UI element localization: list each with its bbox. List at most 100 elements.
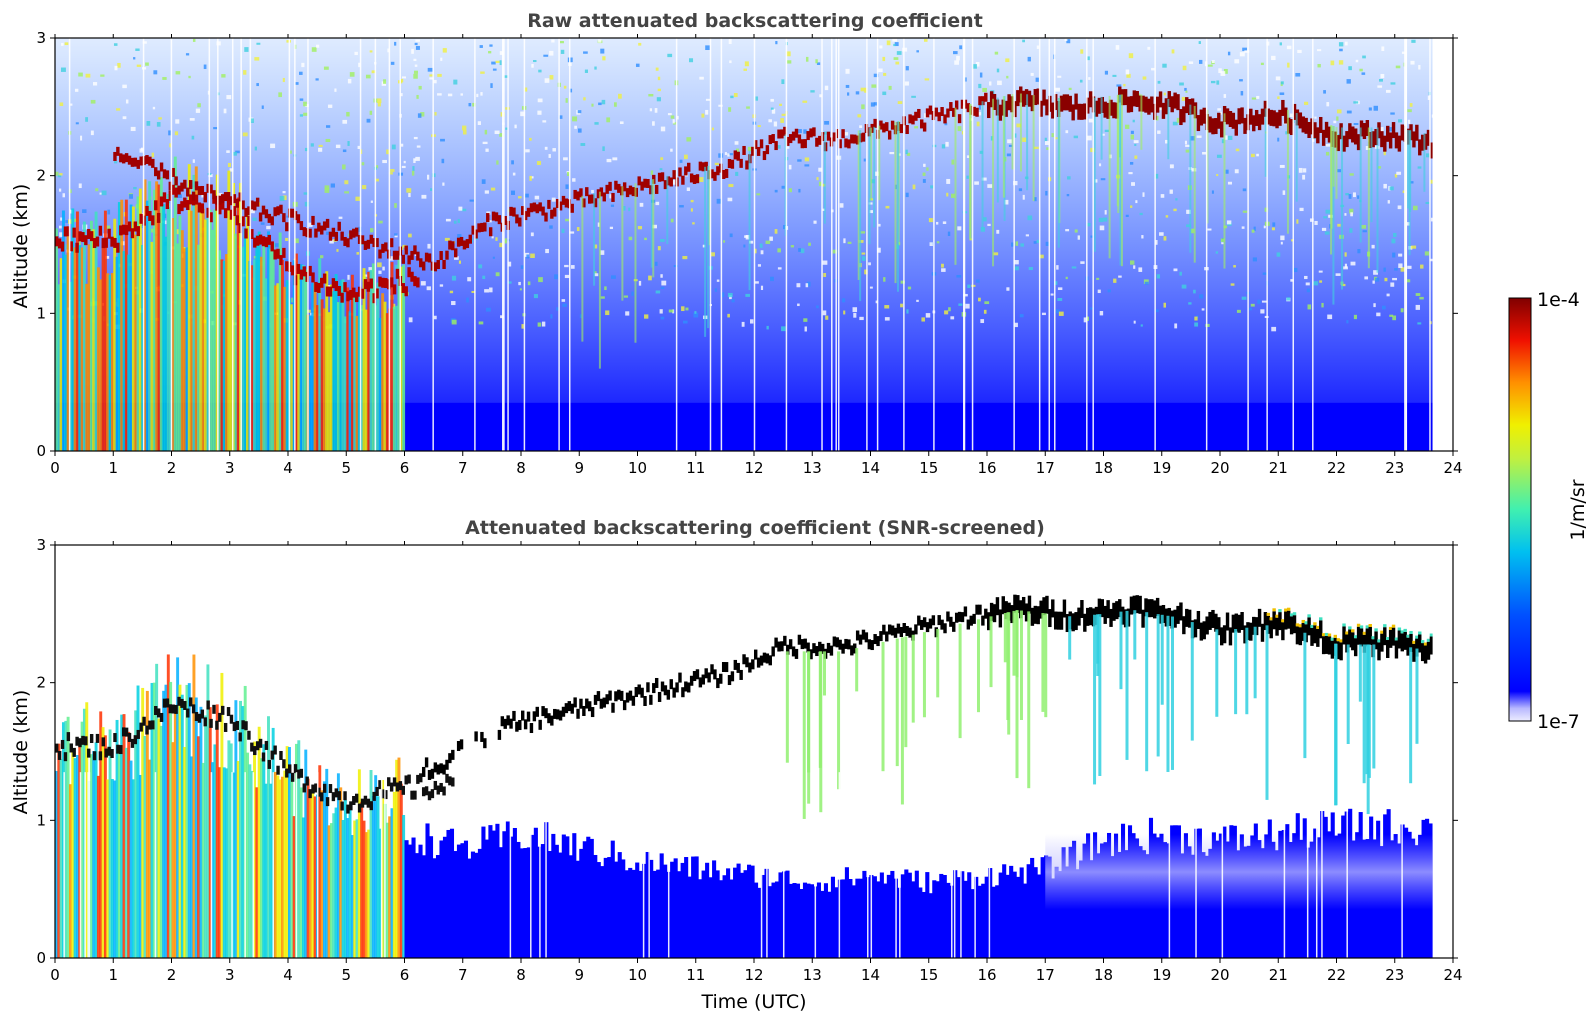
virga-streak [996,97,999,203]
cloud-pixel [136,159,140,169]
noise-pixel [672,122,677,125]
cloud-pixel [1106,102,1110,119]
noise-pixel [370,200,373,203]
cloud-pixel [229,714,234,724]
virga-streak [1166,615,1170,772]
cloud-pixel [765,145,770,155]
noise-pixel [1234,169,1239,174]
x-tick-label: 4 [283,966,293,984]
cloud-pixel [156,708,161,718]
cloud-pixel [695,174,700,184]
profile-column [101,727,105,958]
panel2-upper-cloud [421,594,1434,780]
virga-streak [894,121,897,284]
cloud-pixel [754,140,758,150]
cloud-pixel [794,128,799,138]
profile-column [624,870,629,958]
profile-column [267,716,270,958]
profile-column [399,266,403,451]
noise-pixel [1182,65,1187,71]
profile-column [932,880,937,958]
noise-pixel [1036,45,1040,49]
noise-pixel [980,319,985,324]
noise-pixel [1307,304,1312,310]
profile-column [1065,866,1070,958]
noise-pixel [472,102,476,107]
data-gap [1321,772,1323,958]
noise-pixel [690,199,694,203]
cloud-edge-pixel [1420,640,1425,644]
noise-pixel [770,107,774,110]
cloud-pixel [174,704,178,714]
profile-column [411,837,416,958]
cloud-pixel [221,705,225,715]
noise-pixel [757,264,761,267]
noise-pixel [252,217,257,222]
cloud-pixel [1371,131,1375,148]
cloud-pixel [165,199,170,210]
noise-pixel [1077,235,1080,240]
noise-pixel [530,176,534,179]
noise-pixel [59,173,63,176]
noise-pixel [1008,144,1013,147]
profile-column [956,877,961,958]
noise-pixel [1173,208,1177,212]
cloud-pixel [727,159,732,169]
noise-pixel [254,57,260,61]
profile-column [192,174,196,451]
noise-pixel [1174,323,1178,329]
noise-pixel [749,240,754,244]
noise-pixel [342,149,347,153]
cloud-pixel [1336,135,1340,152]
cloud-edge-pixel [1423,642,1428,646]
noise-pixel [433,315,437,320]
noise-pixel [78,72,83,77]
cloud-pixel [1278,612,1282,631]
cloud-pixel [992,93,997,110]
cloud-pixel [515,721,519,732]
noise-pixel [563,85,567,89]
cloud-pixel [218,204,222,215]
noise-pixel [668,309,674,313]
x-tick-label: 19 [1152,459,1171,477]
cloud-pixel [206,700,210,710]
noise-pixel [1041,312,1046,316]
cloud-pixel [672,170,676,180]
noise-pixel [114,161,118,164]
cloud-pixel [826,642,831,653]
virga-streak [1093,614,1097,785]
noise-pixel [958,303,963,306]
virga-streak [895,638,899,767]
noise-pixel [777,248,781,253]
cloud-pixel [1086,97,1090,114]
noise-pixel [59,232,64,237]
noise-pixel [1198,59,1203,64]
noise-pixel [601,99,606,105]
noise-pixel [326,125,331,128]
cloud-pixel [349,801,353,811]
cloud-pixel [660,681,665,692]
noise-pixel [956,55,960,61]
cloud-edge-pixel [1348,626,1352,630]
cloud-pixel [244,207,248,217]
noise-pixel [1142,76,1147,80]
noise-pixel [162,77,167,80]
cloud-pixel [369,801,373,811]
noise-pixel [860,231,866,234]
noise-pixel [414,42,418,46]
cloud-pixel [1415,638,1419,657]
cloud-pixel [174,187,178,198]
noise-pixel [1129,161,1134,165]
profile-column [94,742,98,958]
profile-column [963,880,968,958]
profile-column [159,177,163,451]
noise-pixel [511,160,514,165]
virga-streak [1245,627,1249,715]
panel2-y-label: Altitude (km) [10,690,32,815]
cloud-pixel [861,629,866,640]
profile-column [491,830,496,958]
profile-column [110,273,114,451]
noise-pixel [342,164,346,170]
noise-pixel [583,51,588,54]
noise-pixel [966,175,969,179]
